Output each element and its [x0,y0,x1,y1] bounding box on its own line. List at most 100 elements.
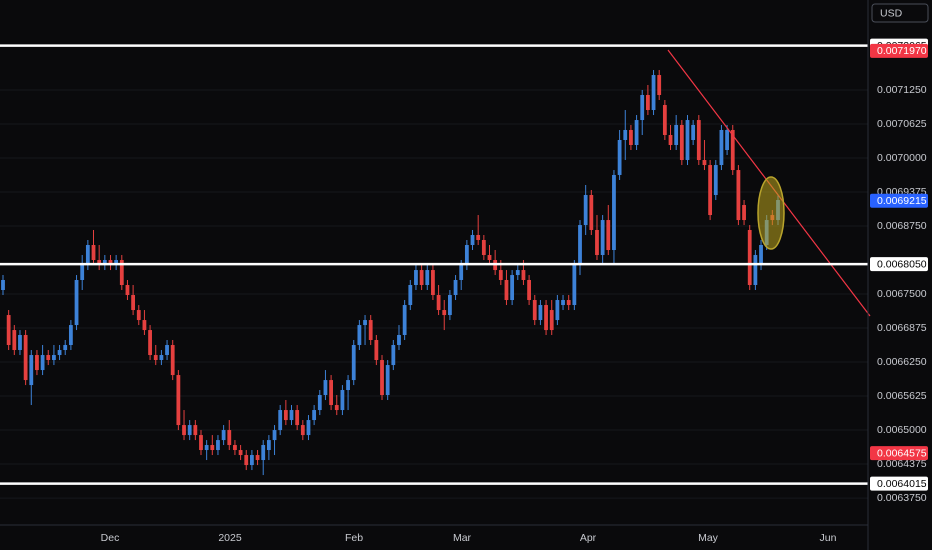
candle-body [170,345,175,376]
candle-body [148,330,152,356]
candle-body [629,129,633,146]
candle-body [561,300,565,306]
level-label-box [870,257,928,272]
candle-body [555,300,560,321]
x-tick-label: Mar [453,532,472,544]
x-tick-label: Jun [820,532,837,544]
candle-body [80,265,85,280]
price-label: 0.0064575 [877,447,927,459]
price-labels: 0.00720650.00680500.00640150.00719700.00… [870,38,928,491]
candle-body [221,430,226,441]
candle-body [674,124,679,146]
y-tick-label: 0.0066250 [877,356,927,368]
time-axis: Dec 2025 Feb Mar Apr May Jun [101,532,837,544]
level-label: 0.0068050 [877,258,927,270]
candle-body [216,440,220,451]
currency: USD [880,7,903,19]
candle-body [753,255,758,285]
candle-body [464,245,469,266]
candle-body [408,284,413,306]
candles [1,70,780,476]
candle-body [227,430,232,446]
candle-body [289,410,294,421]
candle-body [696,120,701,161]
candle-body [266,440,271,451]
candle-body [18,335,22,351]
candle-body [165,345,169,356]
candle-body [108,260,113,266]
candle-body [283,410,288,421]
candle-body [391,345,396,366]
candle-body [538,305,543,321]
candle-body [363,320,367,326]
candle-body [68,325,73,346]
candle-body [199,435,203,451]
candle-body [623,129,628,140]
candle-body [487,255,492,261]
candle-body [431,270,435,296]
price-label-box [870,43,928,58]
candle-body [651,75,656,111]
candle-body [481,240,486,256]
candle-body [46,355,51,361]
candle-body [759,245,763,266]
candle-body [442,310,447,316]
candle-body [295,410,300,426]
candle-body [57,350,62,356]
x-tick-label: May [698,532,719,544]
candle-body [233,445,237,451]
candle-body [131,295,136,311]
candle-body [380,360,384,396]
candle-body [572,265,577,306]
candle-body [74,279,79,326]
candle-body [193,425,198,436]
candle-body [578,225,582,266]
candle-body [312,410,317,421]
candle-body [634,120,639,146]
x-tick-label: Feb [345,532,363,544]
highlight-ellipse [757,176,785,250]
candle-body [747,229,752,285]
candle-body [470,234,475,246]
candle-body [498,270,503,280]
candle-body [425,270,430,285]
candle-body [368,320,373,341]
candle-body [662,105,667,135]
candle-body [278,410,283,431]
candle-body [589,195,594,230]
candle-body [329,380,334,406]
candle-body [532,300,537,321]
candle-body [549,310,554,331]
candle-body [742,205,746,221]
candle-body [476,234,481,241]
candle-body [119,260,124,285]
candle-body [595,229,599,256]
candle-body [679,124,684,161]
candle-body [114,260,119,266]
y-tick-label: 0.0063750 [877,492,927,504]
candle-body [238,450,243,456]
candle-body [459,265,464,280]
candle-body [725,129,729,151]
candle-body [204,445,209,451]
candle-body [210,445,215,451]
candle-body [91,245,96,261]
candle-body [272,430,277,441]
candle-body [35,355,39,371]
candle-body [351,345,356,381]
currency-box[interactable] [871,3,929,23]
candle-body [323,380,328,396]
candle-body [159,355,164,361]
x-tick-label: Dec [101,532,120,544]
candle-body [306,420,311,436]
candle-body [708,165,713,216]
candle-body [357,325,362,346]
candle-body [612,174,616,251]
candle-body [504,279,509,301]
price-axis: 0.00712500.00706250.00700000.00693750.00… [877,84,927,504]
y-tick-label: 0.0070625 [877,118,927,130]
candle-body [63,345,68,351]
candle-body [414,270,418,285]
